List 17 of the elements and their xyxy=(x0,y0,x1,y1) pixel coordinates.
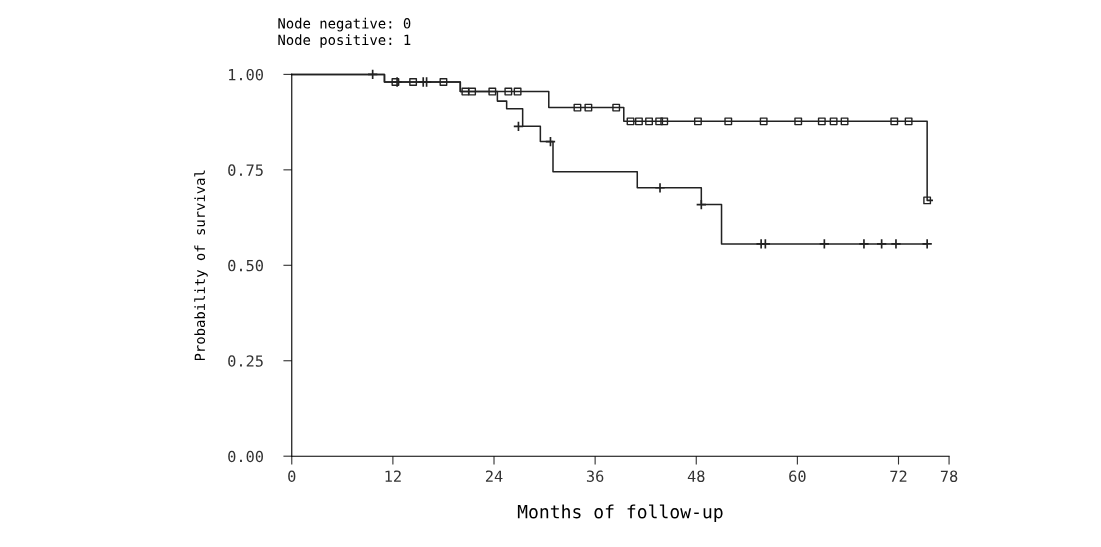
x-axis-title: Months of follow-up xyxy=(517,504,723,522)
y-axis-title: Probability of survival xyxy=(194,170,208,361)
y-tick-label: 0.00 xyxy=(228,450,263,463)
x-tick-label: 12 xyxy=(385,470,401,482)
y-tick-label: 0.75 xyxy=(228,164,263,176)
x-tick-label: 78 xyxy=(940,470,958,482)
x-tick-label: 60 xyxy=(789,470,806,482)
y-tick-label: 0.25 xyxy=(228,355,263,367)
text: Node negative: 0 xyxy=(278,17,411,32)
x-tick-label: 24 xyxy=(485,470,503,482)
x-tick-label: 36 xyxy=(586,470,604,482)
x-tick-label: 72 xyxy=(890,470,907,482)
y-tick-label: 1.00 xyxy=(229,68,263,81)
text: Node positive: 1 xyxy=(278,34,411,48)
x-tick-label: 48 xyxy=(687,470,705,482)
y-tick-label: 0.50 xyxy=(228,259,263,272)
x-tick-label: 0 xyxy=(288,470,296,482)
